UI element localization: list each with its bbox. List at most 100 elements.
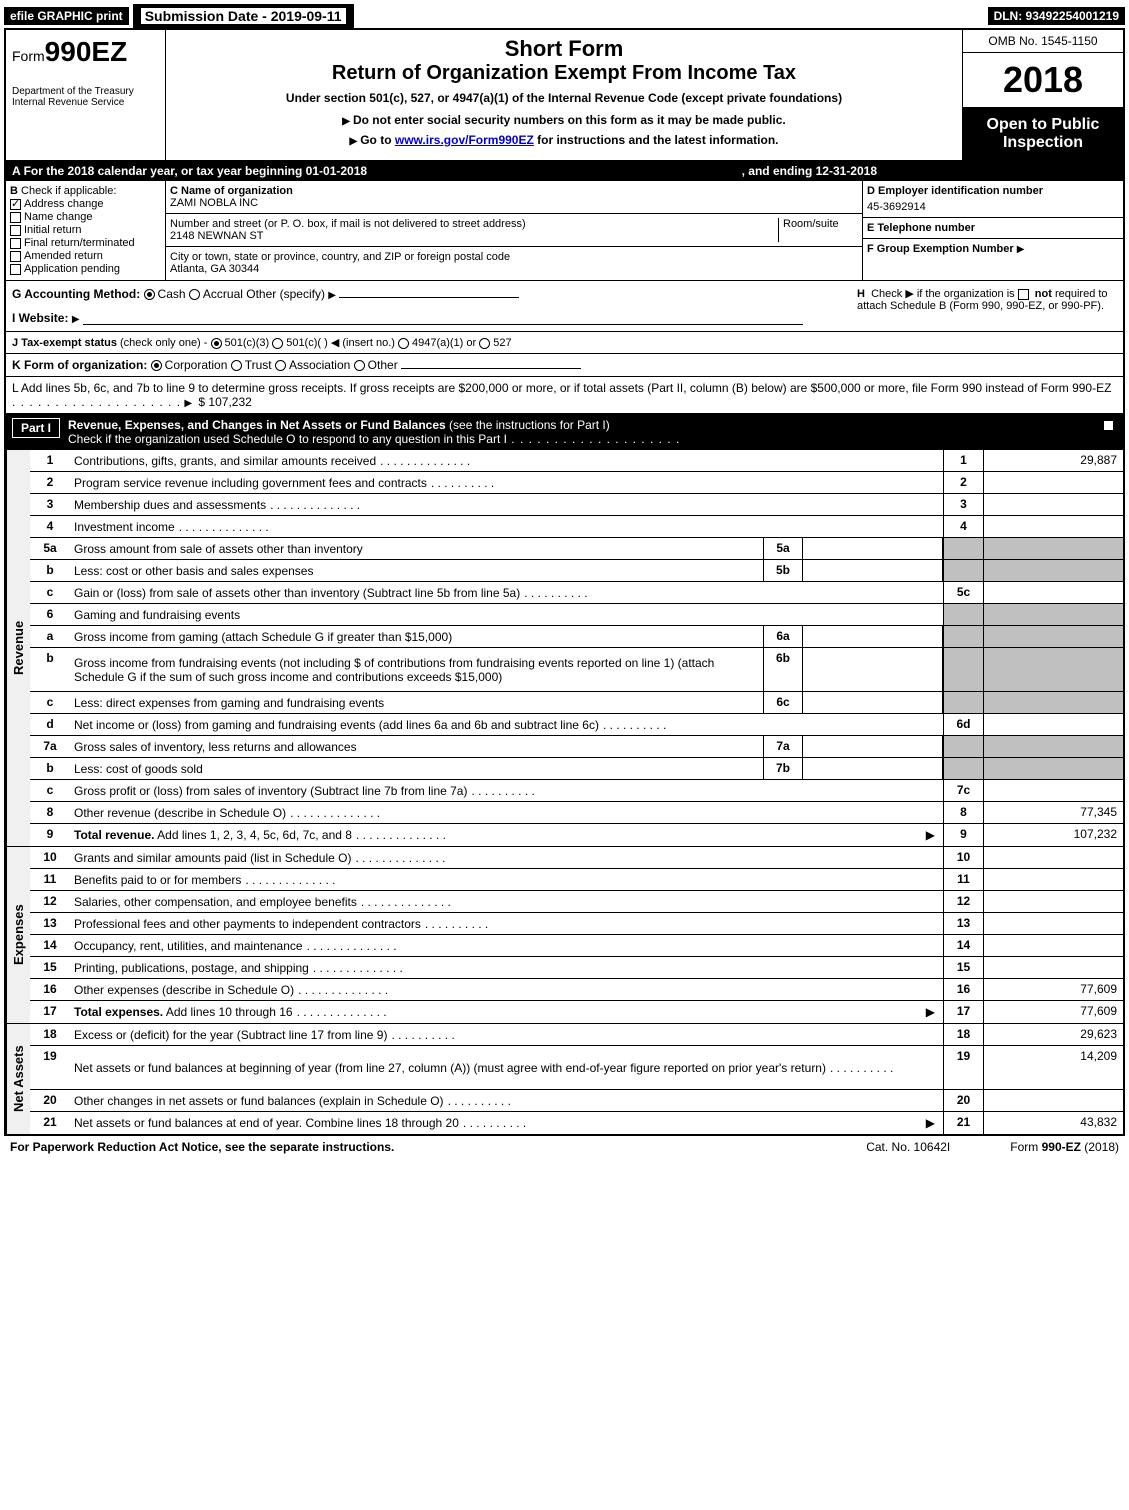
irs-link[interactable]: www.irs.gov/Form990EZ (395, 133, 534, 147)
goto-instructions: Go to www.irs.gov/Form990EZ for instruct… (178, 133, 950, 147)
right-line-number: 1 (943, 450, 983, 471)
line-row: 4Investment income4 (30, 516, 1123, 538)
line-number: 20 (30, 1090, 70, 1111)
right-line-number: 21 (943, 1112, 983, 1134)
chk-amended[interactable] (10, 251, 21, 262)
gross-receipts: $ 107,232 (198, 395, 251, 409)
line-desc: Professional fees and other payments to … (70, 913, 943, 934)
right-line-number: 9 (943, 824, 983, 846)
expenses-label: Expenses (6, 847, 30, 1023)
right-num-shaded (943, 648, 983, 691)
website-field[interactable] (83, 324, 803, 325)
right-line-number: 12 (943, 891, 983, 912)
mid-line-number: 7b (763, 758, 803, 779)
line-desc: Program service revenue including govern… (70, 472, 943, 493)
catalog-number: Cat. No. 10642I (866, 1140, 950, 1154)
line-desc: Excess or (deficit) for the year (Subtra… (70, 1024, 943, 1045)
line-number: 16 (30, 979, 70, 1000)
line-row: 20Other changes in net assets or fund ba… (30, 1090, 1123, 1112)
mid-value (803, 626, 943, 647)
mid-value (803, 758, 943, 779)
line-value (983, 957, 1123, 978)
right-line-number: 14 (943, 935, 983, 956)
line-row: cGross profit or (loss) from sales of in… (30, 780, 1123, 802)
line-number: 9 (30, 824, 70, 846)
line-desc: Gaming and fundraising events (70, 604, 943, 625)
line-number: 4 (30, 516, 70, 537)
dept-treasury: Department of the Treasury (12, 86, 159, 97)
line-value: 77,609 (983, 979, 1123, 1000)
line-desc: Contributions, gifts, grants, and simila… (70, 450, 943, 471)
mid-value (803, 538, 943, 559)
line-row: 17Total expenses. Add lines 10 through 1… (30, 1001, 1123, 1023)
line-row: cLess: direct expenses from gaming and f… (30, 692, 1123, 714)
radio-assoc[interactable] (275, 360, 286, 371)
title-block: Short Form Return of Organization Exempt… (166, 30, 963, 160)
chk-final-return[interactable] (10, 238, 21, 249)
line-desc: Occupancy, rent, utilities, and maintena… (70, 935, 943, 956)
right-num-shaded (943, 538, 983, 559)
omb-number: OMB No. 1545-1150 (963, 30, 1123, 53)
radio-501c[interactable] (272, 338, 283, 349)
radio-accrual[interactable] (189, 289, 200, 300)
radio-other-org[interactable] (354, 360, 365, 371)
right-line-number: 2 (943, 472, 983, 493)
line-value (983, 714, 1123, 735)
chk-address-change[interactable] (10, 199, 21, 210)
line-number: 1 (30, 450, 70, 471)
line-number: c (30, 692, 70, 713)
chk-name-change[interactable] (10, 212, 21, 223)
right-num-shaded (943, 692, 983, 713)
line-value (983, 582, 1123, 603)
line-value (983, 869, 1123, 890)
org-city: Atlanta, GA 30344 (170, 263, 858, 275)
radio-527[interactable] (479, 338, 490, 349)
right-line-number: 18 (943, 1024, 983, 1045)
radio-4947[interactable] (398, 338, 409, 349)
line-desc: Printing, publications, postage, and shi… (70, 957, 943, 978)
dln: DLN: 93492254001219 (988, 7, 1125, 25)
line-desc: Gain or (loss) from sale of assets other… (70, 582, 943, 603)
radio-501c3[interactable] (211, 338, 222, 349)
line-value (983, 1090, 1123, 1111)
line-value: 29,623 (983, 1024, 1123, 1045)
line-desc: Other expenses (describe in Schedule O) (70, 979, 943, 1000)
line-desc: Net assets or fund balances at beginning… (70, 1046, 943, 1089)
line-row: 2Program service revenue including gover… (30, 472, 1123, 494)
chk-schedule-b[interactable] (1018, 289, 1029, 300)
section-def: D Employer identification number 45-3692… (863, 181, 1123, 280)
right-line-number: 6d (943, 714, 983, 735)
mid-value (803, 692, 943, 713)
chk-schedule-o[interactable] (1103, 420, 1114, 431)
section-c: C Name of organization ZAMI NOBLA INC Nu… (166, 181, 863, 280)
radio-cash[interactable] (144, 289, 155, 300)
line-row: bGross income from fundraising events (n… (30, 648, 1123, 692)
mid-line-number: 7a (763, 736, 803, 757)
chk-app-pending[interactable] (10, 264, 21, 275)
row-l: L Add lines 5b, 6c, and 7b to line 9 to … (6, 377, 1123, 414)
line-number: 7a (30, 736, 70, 757)
radio-trust[interactable] (231, 360, 242, 371)
line-row: cGain or (loss) from sale of assets othe… (30, 582, 1123, 604)
radio-corp[interactable] (151, 360, 162, 371)
line-number: 2 (30, 472, 70, 493)
line-number: 19 (30, 1046, 70, 1089)
ssn-warning: Do not enter social security numbers on … (178, 113, 950, 127)
line-number: 10 (30, 847, 70, 868)
line-row: 1Contributions, gifts, grants, and simil… (30, 450, 1123, 472)
line-desc: Benefits paid to or for members (70, 869, 943, 890)
chk-initial-return[interactable] (10, 225, 21, 236)
mid-line-number: 6a (763, 626, 803, 647)
open-public: Open to Public Inspection (963, 108, 1123, 160)
line-row: bLess: cost or other basis and sales exp… (30, 560, 1123, 582)
line-number: c (30, 780, 70, 801)
line-value: 29,887 (983, 450, 1123, 471)
line-number: 17 (30, 1001, 70, 1023)
line-row: 15Printing, publications, postage, and s… (30, 957, 1123, 979)
line-number: 12 (30, 891, 70, 912)
line-desc: Gross income from fundraising events (no… (70, 648, 763, 691)
mid-value (803, 560, 943, 581)
line-value (983, 847, 1123, 868)
footer: For Paperwork Reduction Act Notice, see … (4, 1136, 1125, 1158)
right-line-number: 4 (943, 516, 983, 537)
